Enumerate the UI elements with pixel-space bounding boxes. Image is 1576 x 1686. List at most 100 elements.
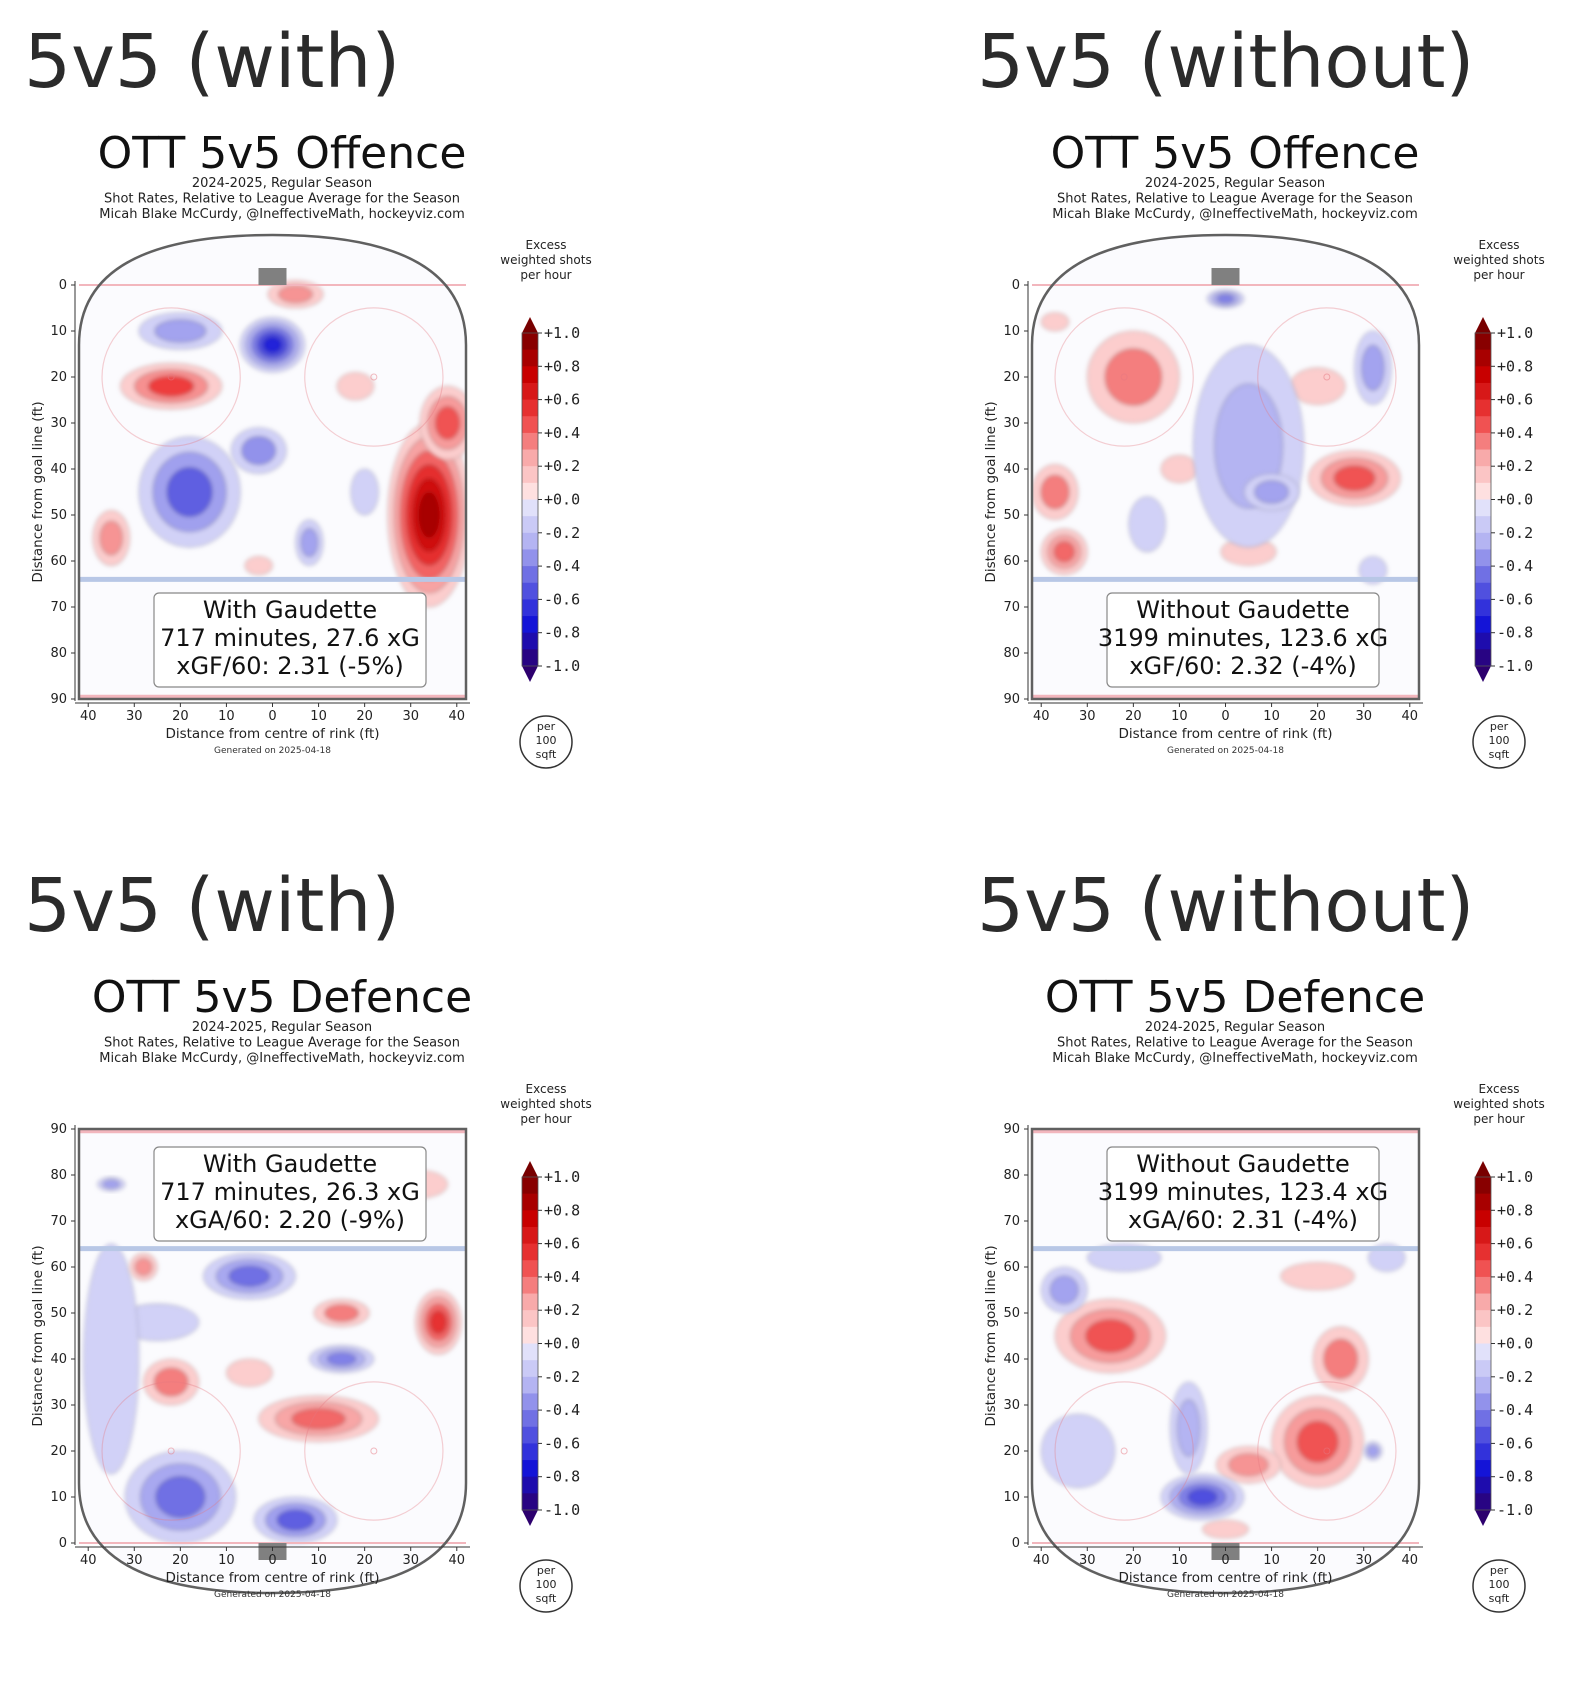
faceoff-dot bbox=[1120, 373, 1128, 381]
y-tick-label: 30 bbox=[50, 416, 67, 431]
x-tick-label: 10 bbox=[1263, 1553, 1280, 1568]
colorbar-band bbox=[522, 582, 538, 600]
colorbar-tick-label: +0.6 bbox=[544, 1235, 580, 1253]
colorbar-tick-label: -0.8 bbox=[544, 1468, 580, 1486]
x-tick-label: 0 bbox=[268, 709, 276, 724]
heatmap-contour bbox=[99, 520, 123, 556]
heatmap-blob bbox=[1040, 528, 1088, 576]
colorbar-band bbox=[522, 1426, 538, 1444]
y-tick-label: 60 bbox=[1003, 554, 1020, 569]
y-tick-label: 20 bbox=[1003, 1444, 1020, 1459]
x-tick-label: 0 bbox=[1221, 709, 1229, 724]
x-tick-label: 0 bbox=[1221, 1553, 1229, 1568]
colorbar-band bbox=[522, 349, 538, 367]
colorbar-band bbox=[522, 532, 538, 550]
colorbar-title: Excess bbox=[1479, 238, 1520, 252]
y-tick-label: 60 bbox=[1003, 1260, 1020, 1275]
colorbar-tick-label: -0.6 bbox=[544, 590, 580, 608]
colorbar-band bbox=[522, 382, 538, 401]
chart-title: OTT 5v5 Defence bbox=[92, 972, 472, 1023]
colorbar-band bbox=[522, 1460, 538, 1478]
colorbar-title: Excess bbox=[526, 1082, 567, 1096]
heatmap-blob bbox=[1160, 454, 1199, 484]
colorbar-band bbox=[522, 599, 538, 617]
heatmap-contour bbox=[166, 467, 213, 517]
faceoff-dot bbox=[1323, 1447, 1331, 1455]
unit-badge-text: 100 bbox=[536, 1578, 557, 1591]
colorbar-band bbox=[1475, 1193, 1491, 1211]
panel-without-defence: OTT 5v5 Defence 2024-2025, Regular Season… bbox=[953, 844, 1576, 1686]
panel-heading: 5v5 (with) bbox=[24, 863, 401, 949]
y-tick-label: 20 bbox=[50, 370, 67, 385]
y-tick-label: 70 bbox=[50, 600, 67, 615]
colorbar-title: weighted shots bbox=[500, 253, 591, 267]
colorbar-band bbox=[1475, 1476, 1491, 1494]
unit-badge-text: sqft bbox=[536, 748, 557, 761]
y-tick-label: 40 bbox=[1003, 462, 1020, 477]
colorbar-band bbox=[522, 1226, 538, 1245]
heatmap-blob bbox=[244, 555, 273, 576]
heatmap-blob bbox=[1040, 312, 1070, 332]
colorbar-band bbox=[1475, 432, 1491, 451]
y-tick-label: 80 bbox=[1003, 1168, 1020, 1183]
x-tick-label: 30 bbox=[402, 1553, 419, 1568]
axes: 0 10 20 30 40 50 60 70 80 90 40 30 20 10 0 10 20 30 40 Dist… bbox=[983, 278, 1423, 756]
colorbar-band bbox=[1475, 1177, 1491, 1195]
heatmap-contour bbox=[1053, 541, 1075, 563]
colorbar-title: Excess bbox=[526, 238, 567, 252]
heatmap-contour bbox=[102, 1179, 121, 1189]
annotation-line: xGF/60: 2.31 (-5%) bbox=[176, 652, 403, 680]
colorbar-tick-label: -0.6 bbox=[544, 1434, 580, 1452]
y-tick-label: 80 bbox=[50, 646, 67, 661]
colorbar-tick-label: -0.2 bbox=[544, 524, 580, 542]
colorbar-band bbox=[1475, 1260, 1491, 1278]
x-tick-label: 20 bbox=[1125, 709, 1142, 724]
x-tick-label: 20 bbox=[172, 1553, 189, 1568]
colorbar-band bbox=[1475, 1276, 1491, 1295]
y-tick-label: 40 bbox=[50, 462, 67, 477]
x-axis-label: Distance from centre of rink (ft) bbox=[1118, 726, 1332, 742]
heatmap-blob bbox=[1169, 1381, 1208, 1475]
colorbar-band bbox=[1475, 416, 1491, 434]
colorbar-title: per hour bbox=[520, 1112, 571, 1126]
heatmap-contour bbox=[1040, 474, 1070, 510]
x-tick-label: 10 bbox=[218, 1553, 235, 1568]
heatmap-blob bbox=[1086, 330, 1180, 424]
x-tick-label: 0 bbox=[268, 1553, 276, 1568]
heatmap-blob bbox=[97, 1176, 126, 1192]
y-tick-label: 10 bbox=[50, 1490, 67, 1505]
heatmap-contour bbox=[1049, 1275, 1079, 1305]
y-tick-label: 80 bbox=[1003, 646, 1020, 661]
colorbar-band bbox=[1475, 1376, 1491, 1394]
x-tick-label: 30 bbox=[1355, 1553, 1372, 1568]
annotation-line: 717 minutes, 27.6 xG bbox=[160, 624, 420, 652]
y-tick-label: 40 bbox=[1003, 1352, 1020, 1367]
colorbar-band bbox=[1475, 1343, 1491, 1361]
y-tick-label: 30 bbox=[1003, 1398, 1020, 1413]
annotation-frame bbox=[1106, 1146, 1380, 1242]
y-tick-label: 70 bbox=[1003, 600, 1020, 615]
y-tick-label: 90 bbox=[1003, 1122, 1020, 1137]
unit-badge-text: sqft bbox=[1489, 748, 1510, 761]
heatmap-contour bbox=[324, 1304, 360, 1322]
heatmap-blob bbox=[1192, 344, 1305, 548]
annotation-line: 3199 minutes, 123.6 xG bbox=[1098, 624, 1388, 652]
heatmap-contour bbox=[1361, 344, 1385, 391]
y-tick-label: 90 bbox=[50, 1122, 67, 1137]
colorbar-tick-label: +0.8 bbox=[1497, 1201, 1533, 1219]
colorbar-tick-label: +0.0 bbox=[544, 1335, 580, 1353]
x-tick-label: 30 bbox=[1355, 709, 1372, 724]
y-tick-label: 60 bbox=[50, 1260, 67, 1275]
colorbar-tick-label: -1.0 bbox=[544, 1501, 580, 1519]
annotation-line: xGF/60: 2.32 (-4%) bbox=[1129, 652, 1356, 680]
colorbar-tick-label: +0.2 bbox=[544, 457, 580, 475]
x-tick-label: 30 bbox=[402, 709, 419, 724]
y-tick-label: 10 bbox=[50, 324, 67, 339]
colorbar-tick-label: +0.8 bbox=[544, 1201, 580, 1219]
colorbar-title: per hour bbox=[1473, 268, 1524, 282]
colorbar-band bbox=[1475, 1243, 1491, 1261]
heatmap-blob bbox=[1040, 1266, 1088, 1314]
